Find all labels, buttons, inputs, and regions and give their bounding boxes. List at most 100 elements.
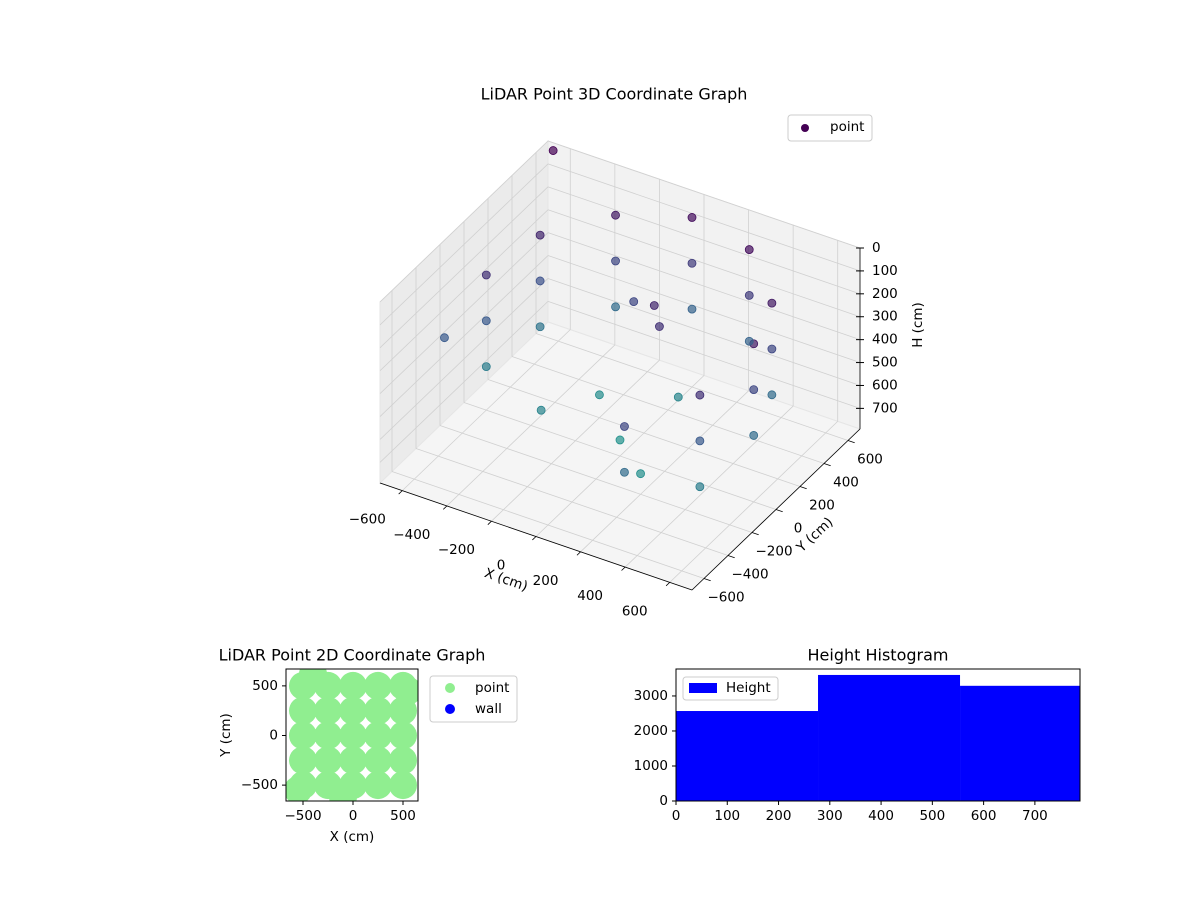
x-tick-label: −200 (438, 542, 475, 558)
grid-line (391, 471, 705, 579)
x-tick-label: 400 (577, 588, 603, 604)
point (339, 746, 367, 775)
z-tick-label: 200 (872, 286, 898, 302)
x-tick-label: 600 (971, 808, 997, 824)
z-tick-label: 600 (872, 377, 898, 393)
point (687, 258, 697, 268)
point (649, 301, 659, 310)
y-axis-label: Y (cm) (218, 713, 234, 758)
y-tick-label: 500 (252, 678, 278, 694)
tick-mark (576, 551, 581, 556)
x-tick-label: 0 (672, 808, 681, 824)
tick-mark (532, 536, 537, 541)
point (636, 469, 645, 479)
point (339, 696, 367, 725)
grid-line (535, 333, 849, 441)
grid-line (379, 255, 549, 417)
plot-area (286, 669, 418, 801)
grid-line (379, 186, 549, 349)
point (440, 333, 449, 343)
x-axis-line (379, 482, 693, 591)
point (615, 435, 625, 445)
x-axis-label: X (cm) (330, 829, 375, 845)
point (535, 230, 545, 240)
point (629, 297, 639, 306)
y-tick-label: 200 (809, 498, 835, 514)
z-tick-label: 300 (872, 309, 898, 325)
tick-mark (751, 532, 759, 536)
grid-line (547, 140, 861, 249)
legend-label: wall (475, 701, 502, 717)
point (749, 431, 759, 440)
point (744, 336, 754, 346)
y-axis-line (691, 428, 861, 591)
point (536, 405, 546, 415)
point (611, 256, 620, 266)
point (620, 467, 629, 477)
chart-title: LiDAR Point 2D Coordinate Graph (219, 646, 486, 665)
grid-line (379, 278, 549, 440)
grid-line (379, 209, 549, 372)
point (687, 304, 697, 314)
point (673, 392, 683, 402)
point (481, 316, 491, 326)
tick-mark (703, 578, 711, 582)
x-tick-label: 100 (714, 808, 740, 824)
grid-line (547, 301, 861, 409)
point (535, 322, 545, 332)
point (364, 696, 392, 725)
tick-mark (775, 509, 783, 513)
legend-marker (689, 683, 717, 693)
z-axis-label: H (cm) (910, 302, 926, 348)
legend-label: Height (726, 680, 771, 696)
x-tick-label: −600 (349, 512, 386, 528)
point (289, 696, 317, 725)
x-tick-label: −500 (284, 808, 321, 824)
point (749, 385, 759, 394)
point (767, 298, 777, 308)
axes-frame (675, 668, 1081, 802)
x-tick-label: 700 (1022, 808, 1048, 824)
point (314, 746, 342, 775)
z-tick-label: 0 (872, 240, 881, 256)
point (620, 422, 629, 431)
grid-line (487, 379, 801, 487)
legend-label: point (475, 680, 509, 696)
tick-mark (665, 582, 670, 587)
point (289, 746, 317, 775)
x-tick-label: 200 (533, 573, 559, 589)
x-tick-label: 500 (390, 808, 416, 824)
x-axis-label: X (cm) (482, 565, 529, 595)
point (481, 270, 491, 280)
tick-mark (823, 463, 831, 467)
point (695, 482, 705, 492)
grid-line (547, 278, 861, 386)
x-tick-label: 300 (817, 808, 843, 824)
grid-line (379, 140, 549, 303)
y-tick-label: −600 (707, 590, 744, 606)
x-tick-label: 500 (919, 808, 945, 824)
z-tick-label: 700 (872, 400, 898, 416)
grid-line (463, 402, 777, 510)
x-tick-label: −400 (393, 527, 430, 543)
point (364, 746, 392, 775)
point (744, 291, 754, 300)
legend-label: point (830, 119, 864, 135)
point (481, 362, 491, 372)
point (299, 669, 327, 688)
point (687, 213, 697, 222)
z-tick-label: 100 (872, 263, 898, 279)
bar (960, 685, 1080, 801)
plot-area (676, 674, 1080, 801)
point (548, 146, 558, 155)
grid-line (379, 232, 549, 394)
grid-line (379, 163, 549, 326)
grid-line (439, 425, 753, 533)
legend-marker (445, 683, 455, 693)
y-tick-label: 2000 (634, 723, 668, 739)
tick-mark (727, 555, 735, 559)
tick-mark (799, 486, 807, 490)
y-tick-label: 3000 (634, 688, 668, 704)
point (339, 671, 367, 700)
